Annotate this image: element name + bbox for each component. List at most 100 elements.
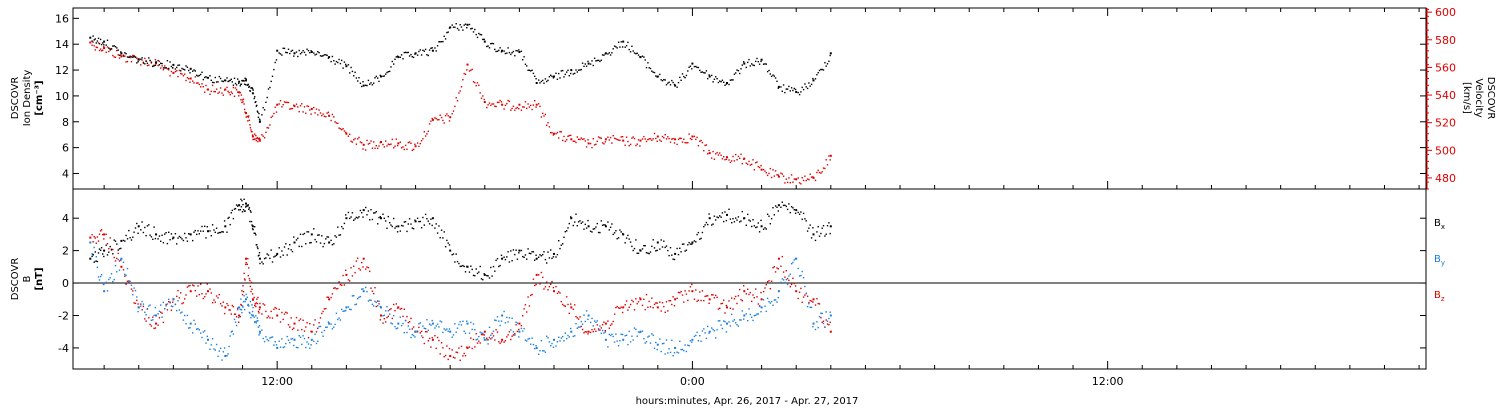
bz-series-sample <box>468 346 471 348</box>
density-series-sample <box>194 70 196 72</box>
bx-series-sample <box>700 237 702 240</box>
density-series-sample <box>226 77 228 79</box>
density-series-sample <box>165 67 167 69</box>
by-series-point <box>276 346 279 349</box>
velocity-series-sample <box>197 82 199 84</box>
by-series-sample <box>520 327 523 330</box>
by-series-sample <box>122 261 125 263</box>
by-series-sample <box>273 344 275 346</box>
density-series <box>89 23 832 123</box>
by-series-sample <box>386 306 388 308</box>
bx-series-sample <box>564 231 566 233</box>
bz-series-sample <box>424 331 427 333</box>
density-series-sample <box>456 27 459 30</box>
bz-series-sample <box>816 298 818 300</box>
bz-series-sample <box>764 287 766 289</box>
bz-series-sample <box>435 347 437 350</box>
by-series-sample <box>792 261 794 264</box>
velocity-series-sample <box>412 148 415 151</box>
bz-series-sample <box>249 285 252 288</box>
by-series-point <box>310 338 313 341</box>
velocity-series-sample <box>538 103 540 105</box>
bz-series-sample <box>620 306 622 308</box>
bx-series-point <box>293 241 296 244</box>
bz-series-sample <box>213 299 215 301</box>
bx-series-sample <box>126 238 129 240</box>
bz-series-sample <box>804 294 806 296</box>
bz-series-sample <box>258 308 261 311</box>
density-series-sample <box>145 60 147 63</box>
bx-series-sample <box>512 249 515 251</box>
bz-series-sample <box>544 286 547 288</box>
by-series-sample <box>514 334 516 336</box>
bx-series-sample <box>251 228 254 230</box>
by-series-sample <box>442 331 444 334</box>
velocity-series-sample <box>438 119 440 121</box>
velocity-series-sample <box>338 127 340 129</box>
bz-series-sample <box>685 293 688 295</box>
y-tick-label: 8 <box>62 116 69 129</box>
bx-series-sample <box>568 222 570 225</box>
by-series-point <box>328 322 331 325</box>
density-series-sample <box>701 71 704 73</box>
y2-axis-label-line: DSCOVR <box>1485 77 1496 120</box>
velocity-series-sample <box>297 106 299 108</box>
by-series-sample <box>488 326 491 328</box>
bz-series-sample <box>440 342 443 344</box>
by-series-sample <box>267 340 270 342</box>
bx-series-sample <box>229 223 231 226</box>
velocity-series-sample <box>551 132 553 134</box>
bx-series-sample <box>418 220 420 223</box>
by-series-sample <box>168 298 170 301</box>
density-series-sample <box>643 56 645 58</box>
velocity-series-sample <box>672 137 674 140</box>
by-series-point <box>258 330 261 333</box>
velocity-series-point <box>328 114 331 117</box>
velocity-series-sample <box>313 106 315 109</box>
density-series-point <box>328 56 331 59</box>
by-series-sample <box>659 338 661 340</box>
velocity-series-sample <box>369 142 371 145</box>
bz-series-sample <box>656 302 658 304</box>
by-series-sample <box>439 320 441 322</box>
by-series-sample <box>567 334 569 337</box>
velocity-series-sample <box>140 64 142 66</box>
velocity-series-sample <box>700 139 702 142</box>
bz-series-sample <box>753 297 755 299</box>
bz-series-sample <box>211 302 214 304</box>
density-series-sample <box>255 101 257 103</box>
density-series-sample <box>821 68 823 71</box>
bz-series-sample <box>317 327 319 329</box>
velocity-series-sample <box>201 83 203 85</box>
velocity-series-sample <box>393 147 395 149</box>
velocity-series-sample <box>188 78 190 80</box>
by-series-sample <box>739 319 741 321</box>
bx-series-sample <box>245 205 247 207</box>
bx-series-sample <box>820 232 822 235</box>
by-series-sample <box>310 344 312 346</box>
bx-series-sample <box>613 232 616 234</box>
by-series-sample <box>247 304 249 306</box>
bx-series-sample <box>330 239 332 242</box>
velocity-series-sample <box>725 158 728 160</box>
bx-series-sample <box>643 245 645 247</box>
bz-series-sample <box>359 269 362 271</box>
bx-series-sample <box>474 275 476 277</box>
bz-series-sample <box>303 330 306 332</box>
bx-series-sample <box>366 214 368 216</box>
density-series-sample <box>442 40 444 43</box>
bx-series-sample <box>774 205 777 207</box>
bz-series-point <box>604 322 607 325</box>
by-series-sample <box>238 316 240 319</box>
density-series-sample <box>518 49 520 51</box>
by-series-sample <box>584 320 586 323</box>
density-series-sample <box>248 85 251 88</box>
by-series-sample <box>383 314 385 316</box>
bz-series-sample <box>748 293 750 296</box>
bz-series-sample <box>580 325 582 328</box>
bz-series-sample <box>394 309 396 312</box>
bz-series-sample <box>520 325 523 327</box>
bx-series-sample <box>108 251 110 253</box>
bx-series-sample <box>423 224 425 226</box>
density-series-sample <box>400 54 403 56</box>
